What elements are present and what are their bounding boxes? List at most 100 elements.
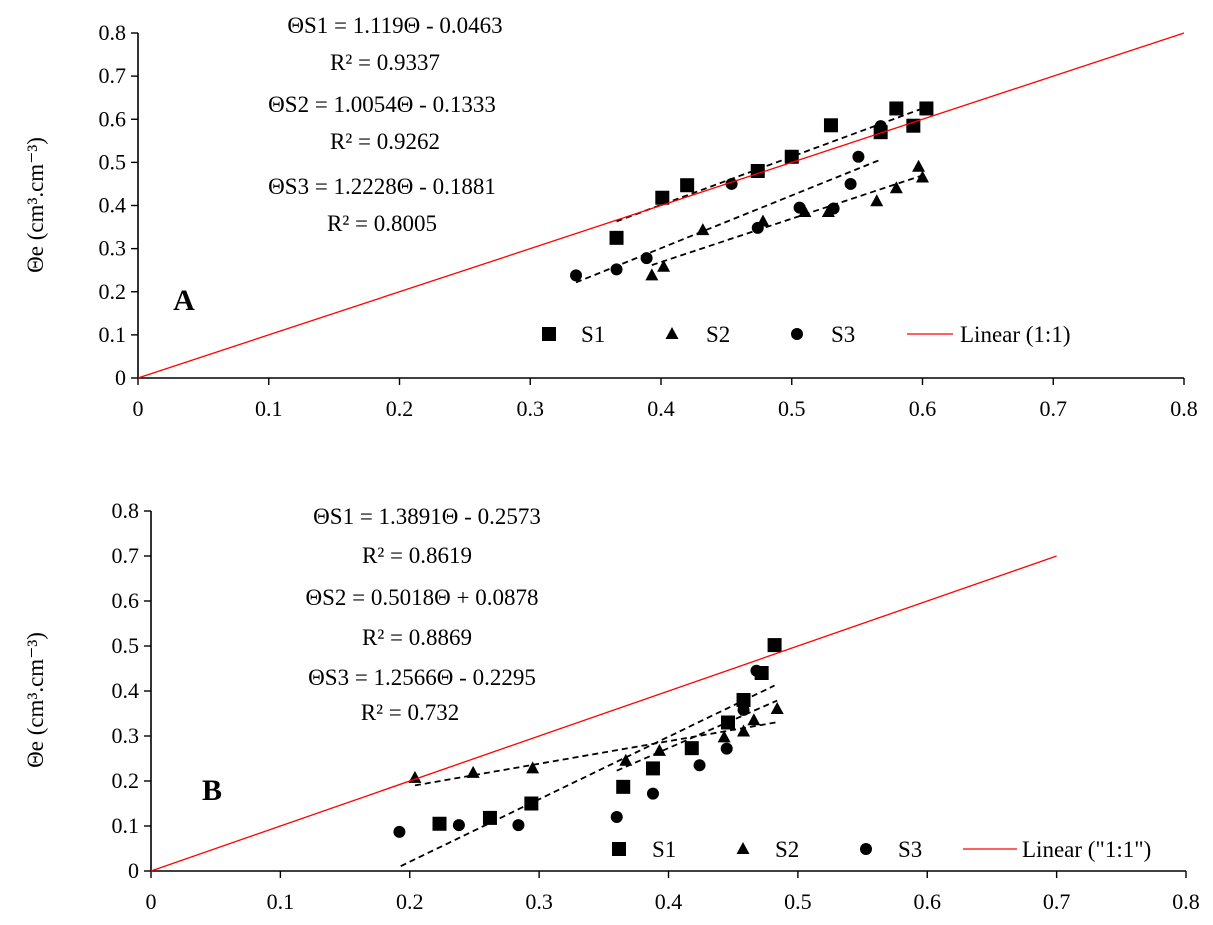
data-point-s1: [736, 693, 751, 707]
data-point-s1: [889, 101, 904, 116]
data-point-s1: [645, 761, 660, 776]
data-point-s3: [793, 201, 806, 214]
panel-label: B: [202, 774, 222, 807]
regression-annotation-eq2: ΘS2 = 0.5018Θ + 0.0878: [306, 585, 539, 610]
chart-panel-a: 0 0.1 0.2 0.3 0.4 0.5 0.6 0.7 0.8 0 0.1 0.2 0.3 0.4 0.…: [23, 13, 1198, 421]
data-point-s3: [874, 120, 887, 133]
data-point-s2: [870, 194, 884, 207]
data-point-s2: [770, 702, 784, 714]
data-point-s2: [916, 170, 929, 183]
y-tick-label: 0.3: [112, 723, 140, 748]
y-tick-label: 0.7: [112, 543, 140, 568]
data-point-s3: [393, 825, 406, 838]
legend-label: S3: [898, 837, 922, 862]
regression-annotation-eq2: ΘS2 = 1.0054Θ - 0.1333: [268, 92, 496, 117]
x-tick-label: 0.7: [1043, 889, 1071, 914]
data-point-s1: [524, 796, 539, 811]
y-axis-label: Θe (cm³.cm⁻³): [23, 632, 48, 768]
series-s1: [609, 101, 934, 245]
legend-swatch-s1: [542, 327, 556, 341]
data-point-s2: [747, 713, 761, 726]
trendline-s3: [575, 158, 881, 284]
y-tick-label: 0.1: [112, 813, 140, 838]
legend-swatch-s3: [860, 843, 872, 855]
y-tick-label: 0.6: [99, 106, 127, 131]
legend-label: S2: [775, 837, 799, 862]
chart-panel-b: 0 0.1 0.2 0.3 0.4 0.5 0.6 0.7 0.8 0 0.1 0.2 0.3 0.4 0.…: [23, 498, 1200, 914]
y-tick-label: 0.7: [99, 63, 127, 88]
x-tick-label: 0.5: [784, 889, 812, 914]
series-s1: [400, 638, 782, 867]
one-to-one-line: [150, 555, 1057, 872]
legend: S1 S2 S3 Linear (1:1): [542, 322, 1070, 347]
regression-annotation-eq1: ΘS1 = 1.3891Θ - 0.2573: [313, 504, 541, 529]
data-point-s2: [526, 761, 540, 774]
regression-annotation-r2: R² = 0.9262: [330, 129, 440, 154]
data-point-s1: [482, 810, 497, 825]
x-tick-label: 0.1: [255, 396, 283, 421]
legend-label: S3: [831, 322, 855, 347]
legend-swatch-s2: [665, 327, 679, 339]
data-point-s3: [570, 269, 583, 282]
data-point-s3: [827, 202, 840, 215]
legend-label: S2: [706, 322, 730, 347]
y-tick-label: 0.5: [99, 149, 127, 174]
legend-swatch-s1: [612, 842, 626, 856]
y-tick-label: 0.2: [112, 768, 140, 793]
y-tick-label: 0.5: [112, 633, 140, 658]
series-linear: [137, 32, 1185, 379]
data-point-s2: [737, 724, 751, 737]
data-point-s1: [680, 178, 695, 193]
data-point-s1: [906, 118, 921, 133]
x-tick-label: 0.2: [396, 889, 424, 914]
x-tick-label: 0.6: [909, 396, 937, 421]
data-point-s3: [693, 759, 706, 772]
data-point-s2: [645, 268, 659, 281]
y-tick-label: 0.3: [99, 236, 127, 261]
y-tick-label: 0.6: [112, 588, 140, 613]
x-tick-label: 0: [146, 889, 157, 914]
y-tick-label: 0.4: [112, 678, 140, 703]
data-point-s3: [750, 664, 763, 677]
data-point-s1: [655, 190, 670, 205]
data-point-s1: [616, 779, 631, 794]
regression-annotation-eq3: ΘS3 = 1.2566Θ - 0.2295: [308, 665, 536, 690]
legend: S1 S2 S3 Linear ("1:1"): [612, 837, 1151, 862]
y-tick-label: 0.8: [99, 20, 127, 45]
regression-annotation-eq3: ΘS3 = 1.2228Θ - 0.1881: [268, 174, 496, 199]
data-point-s2: [912, 159, 926, 172]
legend-label: Linear (1:1): [960, 322, 1070, 347]
regression-annotation-r1: R² = 0.8619: [362, 543, 472, 568]
data-point-s3: [852, 150, 865, 163]
x-tick-label: 0.3: [517, 396, 545, 421]
data-point-s1: [432, 816, 447, 831]
data-point-s1: [609, 230, 624, 245]
data-point-s3: [610, 263, 623, 276]
y-tick-label: 0: [128, 858, 139, 883]
series-s2: [408, 702, 784, 787]
x-tick-label: 0: [133, 396, 144, 421]
one-to-one-line: [137, 32, 1185, 379]
regression-annotation-r2: R² = 0.8869: [362, 625, 472, 650]
data-point-s3: [737, 703, 750, 716]
data-point-s1: [684, 741, 699, 756]
series-s3: [570, 120, 887, 284]
data-point-s2: [619, 753, 633, 766]
x-tick-label: 0.4: [647, 396, 675, 421]
y-tick-label: 0.2: [99, 279, 127, 304]
data-point-s1: [823, 118, 838, 133]
data-point-s3: [452, 819, 465, 832]
y-tick-label: 0: [115, 365, 126, 390]
legend-label: S1: [652, 837, 676, 862]
x-tick-label: 0.8: [1170, 396, 1198, 421]
trendline-s3: [616, 699, 778, 772]
x-tick-label: 0.2: [386, 396, 414, 421]
legend-label: S1: [581, 322, 605, 347]
y-tick-label: 0.1: [99, 322, 127, 347]
series-s3: [393, 664, 778, 838]
data-point-s3: [720, 742, 733, 755]
series-s2: [645, 159, 929, 281]
trendline-s2: [651, 174, 923, 266]
data-point-s2: [657, 259, 671, 272]
